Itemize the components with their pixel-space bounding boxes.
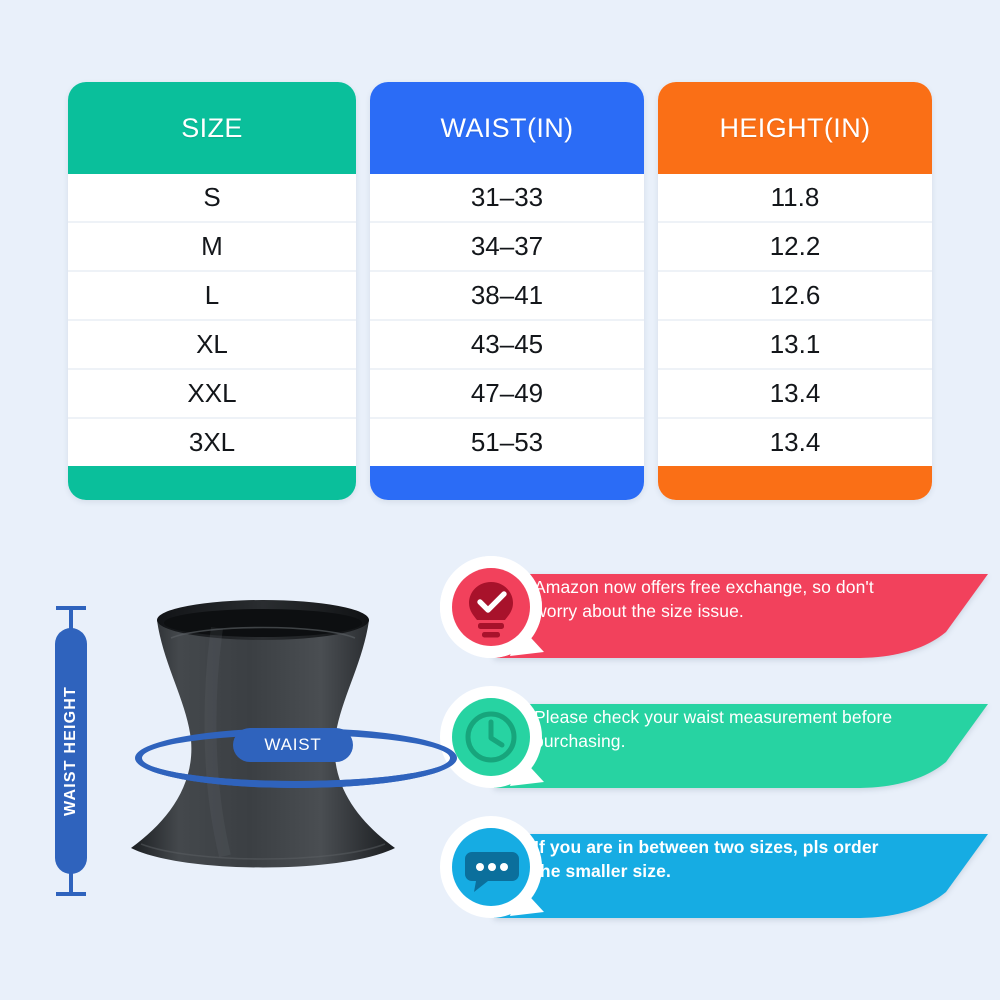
notes-list: Amazon now offers free exchange, so don'… [432, 552, 988, 962]
note-badge [432, 552, 550, 674]
note-text: If you are in between two sizes, pls ord… [534, 837, 879, 881]
note-item: If you are in between two sizes, pls ord… [432, 812, 988, 934]
column-footer-waist [370, 466, 644, 500]
column-body-waist: 31–33 34–37 38–41 43–45 47–49 51–53 [370, 174, 644, 466]
gauge-stem-bottom [69, 872, 73, 896]
table-cell-waist: 51–53 [370, 419, 644, 466]
column-body-height: 11.8 12.2 12.6 13.1 13.4 13.4 [658, 174, 932, 466]
column-header-waist: WAIST(IN) [370, 82, 644, 174]
note-ribbon [494, 566, 988, 664]
table-cell-height: 13.1 [658, 321, 932, 370]
size-chart-table: SIZE S M L XL XXL 3XL WAIST(IN) 31–33 34… [68, 82, 932, 500]
column-footer-size [68, 466, 356, 500]
note-item: Please check your waist measurement befo… [432, 682, 988, 804]
table-cell-waist: 38–41 [370, 272, 644, 321]
table-cell-height: 12.6 [658, 272, 932, 321]
column-header-height: HEIGHT(IN) [658, 82, 932, 174]
table-cell-height: 12.2 [658, 223, 932, 272]
table-cell-size: M [68, 223, 356, 272]
table-cell-waist: 34–37 [370, 223, 644, 272]
table-cell-height: 13.4 [658, 370, 932, 419]
note-badge [432, 812, 550, 934]
note-ribbon [494, 696, 988, 794]
table-cell-height: 13.4 [658, 419, 932, 466]
note-text: Please check your waist measurement befo… [534, 707, 893, 751]
waist-height-gauge: WAIST HEIGHT [50, 606, 92, 896]
table-cell-waist: 31–33 [370, 174, 644, 223]
product-measurement-diagram: WAIST HEIGHT [18, 556, 457, 964]
table-cell-size: XXL [68, 370, 356, 419]
waist-measurement-ring-front [135, 728, 457, 788]
table-cell-size: S [68, 174, 356, 223]
table-cell-size: XL [68, 321, 356, 370]
waist-label: WAIST [264, 735, 322, 754]
waist-label-pill: WAIST [233, 728, 353, 762]
note-text: Amazon now offers free exchange, so don'… [534, 577, 874, 621]
waist-trainer-belt: WAIST [113, 594, 457, 894]
table-cell-waist: 43–45 [370, 321, 644, 370]
column-body-size: S M L XL XXL 3XL [68, 174, 356, 466]
table-cell-size: 3XL [68, 419, 356, 466]
table-column-size: SIZE S M L XL XXL 3XL [68, 82, 356, 500]
table-cell-size: L [68, 272, 356, 321]
note-item: Amazon now offers free exchange, so don'… [432, 552, 988, 674]
waist-height-label: WAIST HEIGHT [62, 686, 79, 816]
gauge-stem-top [69, 606, 73, 630]
table-cell-height: 11.8 [658, 174, 932, 223]
table-column-height: HEIGHT(IN) 11.8 12.2 12.6 13.1 13.4 13.4 [658, 82, 932, 500]
note-ribbon [494, 826, 988, 924]
gauge-cap-bottom [56, 892, 86, 896]
table-column-waist: WAIST(IN) 31–33 34–37 38–41 43–45 47–49 … [370, 82, 644, 500]
table-cell-waist: 47–49 [370, 370, 644, 419]
column-header-size: SIZE [68, 82, 356, 174]
column-footer-height [658, 466, 932, 500]
waist-height-pill: WAIST HEIGHT [55, 628, 87, 874]
note-badge [432, 682, 550, 804]
